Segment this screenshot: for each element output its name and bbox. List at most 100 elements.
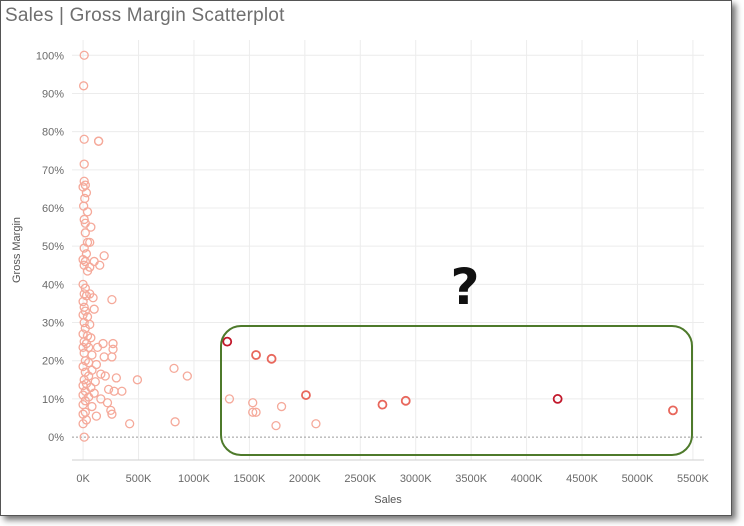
data-point	[78, 342, 88, 353]
data-point	[87, 350, 97, 360]
data-point	[107, 294, 117, 305]
y-tick-label: 100%	[36, 50, 64, 62]
data-point	[90, 377, 100, 387]
data-point	[79, 214, 89, 225]
data-point	[87, 401, 97, 412]
data-point	[78, 201, 89, 211]
y-tick-label: 80%	[42, 127, 64, 139]
data-point	[251, 407, 261, 417]
data-point	[81, 188, 92, 198]
data-point	[79, 50, 89, 60]
y-tick-label: 20%	[42, 356, 64, 368]
data-point	[125, 419, 135, 429]
x-tick-label: 4000K	[511, 473, 543, 485]
y-tick-label: 40%	[42, 279, 64, 291]
data-point	[170, 417, 180, 427]
data-point	[80, 256, 90, 267]
data-point	[248, 407, 258, 417]
data-point	[91, 359, 102, 370]
data-point	[79, 159, 89, 169]
data-point	[100, 371, 110, 381]
x-tick-label: 1500K	[233, 473, 265, 485]
data-point	[80, 228, 90, 238]
chart-title: Sales | Gross Margin Scatterplot	[5, 5, 285, 26]
data-point	[78, 390, 88, 400]
data-point	[79, 348, 89, 358]
data-point	[91, 411, 102, 421]
highlight-box	[220, 325, 693, 456]
data-point	[102, 398, 113, 408]
x-tick-label: 1000K	[178, 473, 210, 485]
y-tick-label: 10%	[42, 394, 64, 406]
data-point	[83, 342, 94, 353]
x-tick-label: 2500K	[344, 473, 376, 485]
data-point	[80, 407, 90, 417]
y-axis-title: Gross Margin	[11, 217, 23, 283]
data-point	[79, 432, 89, 442]
data-point	[222, 336, 233, 347]
data-point	[108, 338, 118, 349]
data-point	[271, 420, 281, 431]
data-point	[301, 390, 311, 400]
y-tick-label: 0%	[48, 432, 64, 444]
y-tick-label: 60%	[42, 203, 64, 215]
data-point	[99, 352, 109, 362]
data-point	[668, 405, 678, 416]
data-point	[92, 342, 103, 353]
y-tick-label: 70%	[42, 165, 64, 177]
y-tick-label: 90%	[42, 88, 64, 100]
data-point	[86, 222, 96, 232]
data-point	[266, 353, 277, 364]
data-point	[224, 394, 235, 404]
y-tick-label: 30%	[42, 318, 64, 330]
data-point	[117, 386, 127, 396]
data-point	[111, 373, 122, 383]
x-tick-label: 500K	[126, 473, 152, 485]
data-point	[82, 207, 93, 217]
data-point	[88, 293, 98, 303]
y-axis-ticks: 0% 10% 20% 30% 40% 50% 60% 70% 80% 90% 100%	[36, 50, 64, 444]
x-tick-label: 3500K	[455, 473, 487, 485]
data-point	[78, 361, 88, 372]
data-points	[78, 50, 678, 442]
data-point	[79, 336, 89, 347]
x-tick-label: 5000K	[622, 473, 654, 485]
data-point	[82, 266, 93, 276]
data-point	[107, 409, 117, 419]
gridlines	[72, 40, 704, 460]
data-point	[107, 352, 117, 362]
x-tick-label: 3000K	[400, 473, 432, 485]
data-point	[99, 251, 109, 261]
chart-frame: Sales | Gross Margin Scatterplot	[0, 0, 732, 516]
data-point	[98, 338, 108, 349]
data-point	[95, 260, 105, 270]
x-tick-label: 5500K	[677, 473, 709, 485]
question-mark-annotation: ?	[450, 258, 479, 316]
data-point	[78, 254, 88, 265]
x-axis-ticks: 0K 500K 1000K 1500K 2000K 2500K 3000K 3500K 4000…	[76, 473, 709, 485]
data-point	[79, 243, 89, 253]
data-point	[276, 401, 287, 412]
data-point	[311, 419, 321, 429]
data-point	[79, 134, 89, 144]
x-tick-label: 2000K	[289, 473, 321, 485]
data-point	[78, 419, 88, 429]
data-point	[106, 405, 116, 416]
data-point	[251, 350, 261, 360]
data-point	[108, 344, 118, 354]
data-point	[103, 384, 114, 395]
y-tick-label: 50%	[42, 241, 64, 253]
data-point	[89, 304, 99, 314]
data-point	[400, 395, 411, 406]
data-point	[109, 386, 119, 396]
data-point	[132, 375, 143, 385]
data-point	[79, 317, 89, 328]
data-point	[248, 398, 258, 408]
x-tick-label: 0K	[76, 473, 90, 485]
data-point	[377, 399, 388, 410]
data-point	[93, 136, 104, 146]
x-axis-title: Sales	[374, 494, 402, 506]
data-point	[96, 369, 106, 379]
data-point	[552, 394, 563, 404]
